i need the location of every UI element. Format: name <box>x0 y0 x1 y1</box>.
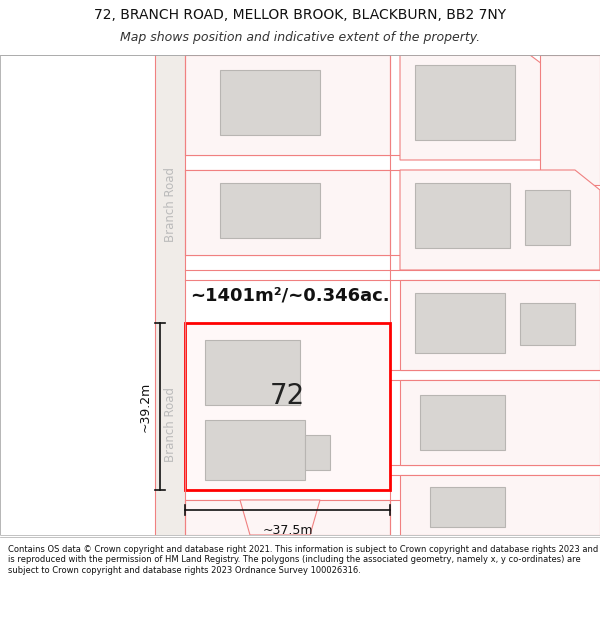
Bar <box>220 183 320 238</box>
Text: 72: 72 <box>270 382 305 411</box>
Text: Branch Road: Branch Road <box>163 168 176 242</box>
Polygon shape <box>240 500 320 535</box>
Bar <box>520 303 575 345</box>
Bar <box>415 65 515 140</box>
Bar <box>415 293 505 353</box>
Text: Branch Road: Branch Road <box>164 388 178 462</box>
Bar <box>305 435 330 470</box>
Text: ~39.2m: ~39.2m <box>139 381 152 432</box>
Bar <box>205 340 300 405</box>
Text: 72, BRANCH ROAD, MELLOR BROOK, BLACKBURN, BB2 7NY: 72, BRANCH ROAD, MELLOR BROOK, BLACKBURN… <box>94 8 506 22</box>
Text: Contains OS data © Crown copyright and database right 2021. This information is : Contains OS data © Crown copyright and d… <box>8 545 598 575</box>
Polygon shape <box>400 475 600 535</box>
Bar <box>205 420 305 480</box>
Text: ~1401m²/~0.346ac.: ~1401m²/~0.346ac. <box>190 286 390 304</box>
Bar <box>185 323 390 490</box>
Polygon shape <box>185 55 390 155</box>
Text: Map shows position and indicative extent of the property.: Map shows position and indicative extent… <box>120 31 480 44</box>
Polygon shape <box>540 55 600 185</box>
Bar <box>155 55 185 535</box>
Polygon shape <box>400 380 600 465</box>
Polygon shape <box>400 55 570 160</box>
Polygon shape <box>185 500 390 535</box>
Bar <box>415 183 510 248</box>
Text: ~37.5m: ~37.5m <box>262 524 313 537</box>
Bar <box>220 70 320 135</box>
Polygon shape <box>400 170 600 270</box>
Bar <box>430 487 505 527</box>
Bar <box>420 395 505 450</box>
Bar <box>525 190 570 245</box>
Polygon shape <box>400 280 600 370</box>
Polygon shape <box>185 170 390 255</box>
